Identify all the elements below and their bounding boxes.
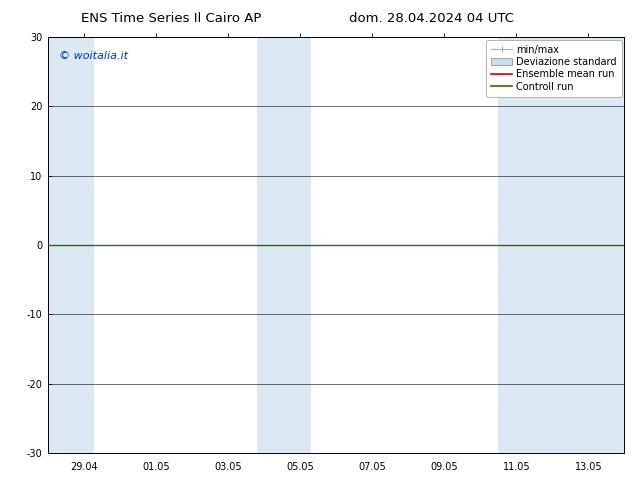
Bar [257, 37, 311, 453]
Text: © woitalia.it: © woitalia.it [59, 51, 128, 61]
Legend: min/max, Deviazione standard, Ensemble mean run, Controll run: min/max, Deviazione standard, Ensemble m… [486, 40, 621, 97]
Text: dom. 28.04.2024 04 UTC: dom. 28.04.2024 04 UTC [349, 12, 514, 25]
Bar [498, 37, 624, 453]
Bar [48, 37, 94, 453]
Text: ENS Time Series Il Cairo AP: ENS Time Series Il Cairo AP [81, 12, 261, 25]
